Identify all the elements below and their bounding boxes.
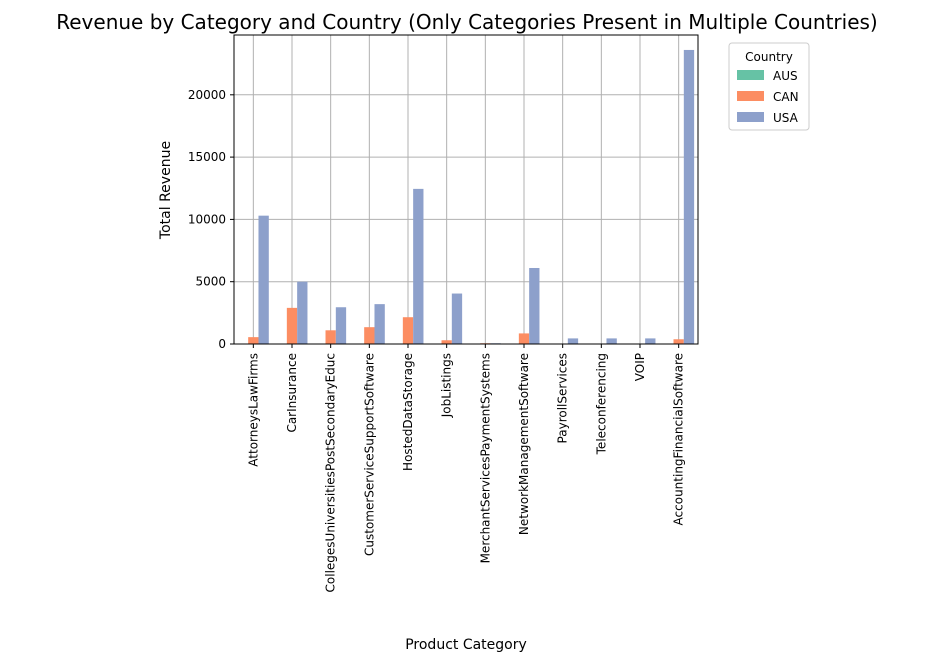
x-tick-label: HostedDataStorage: [401, 353, 415, 471]
x-axis: AttorneysLawFirms CarInsurance CollegesUni…: [246, 344, 686, 592]
bar-can: [286, 307, 298, 344]
y-axis-label: Total Revenue: [158, 141, 174, 240]
x-tick-label: NetworkManagementSoftware: [517, 353, 531, 535]
legend-label-can: CAN: [773, 90, 799, 104]
bar-usa: [335, 307, 347, 344]
legend-swatch-aus: [737, 70, 764, 80]
y-tick-label: 20000: [188, 88, 226, 102]
x-tick-label: CollegesUniversitiesPostSecondaryEduc: [324, 353, 338, 592]
chart-title: Revenue by Category and Country (Only Ca…: [56, 10, 877, 34]
legend-label-usa: USA: [773, 111, 799, 125]
x-tick-label: MerchantServicesPaymentSystems: [478, 353, 492, 563]
bar-usa: [413, 188, 424, 344]
x-axis-label: Product Category: [405, 637, 527, 653]
bar-can: [248, 337, 259, 344]
y-tick-label: 10000: [188, 212, 226, 226]
y-tick-label: 5000: [195, 275, 226, 289]
bar-can: [518, 333, 530, 344]
bar-usa: [297, 281, 308, 344]
y-tick-label: 15000: [188, 150, 226, 164]
legend-swatch-usa: [737, 112, 764, 122]
grid-lines: [234, 35, 698, 345]
legend-swatch-can: [737, 91, 764, 101]
bar-can: [325, 330, 336, 344]
bar-usa: [683, 49, 695, 345]
x-tick-label: AttorneysLawFirms: [246, 353, 260, 467]
bars-group: [248, 49, 695, 345]
legend: Country AUS CAN USA: [728, 42, 810, 131]
bar-usa: [645, 338, 656, 344]
bar-can: [402, 317, 414, 344]
legend-title: Country: [745, 50, 793, 64]
x-tick-label: CarInsurance: [285, 353, 299, 433]
bar-can: [364, 327, 375, 344]
y-tick-label: 0: [218, 337, 226, 351]
bar-usa: [451, 293, 463, 344]
bar-can: [441, 340, 452, 344]
plot-frame: [233, 34, 699, 345]
x-tick-label: AccountingFinancialSoftware: [672, 353, 686, 525]
y-axis: 0 5000 10000 15000 20000: [188, 88, 234, 351]
x-tick-label: PayrollServices: [556, 353, 570, 443]
bar-usa: [374, 304, 385, 344]
legend-frame: [728, 42, 810, 131]
x-tick-label: VOIP: [633, 353, 647, 381]
bar-usa: [567, 338, 579, 344]
x-tick-label: CustomerServiceSupportSoftware: [362, 353, 376, 556]
x-tick-label: JobListings: [440, 353, 454, 418]
legend-label-aus: AUS: [773, 69, 798, 83]
bar-can: [673, 339, 684, 344]
bar-usa: [529, 267, 540, 344]
x-tick-label: Teleconferencing: [594, 353, 608, 455]
bar-usa: [258, 215, 269, 344]
bar-usa: [606, 338, 617, 344]
